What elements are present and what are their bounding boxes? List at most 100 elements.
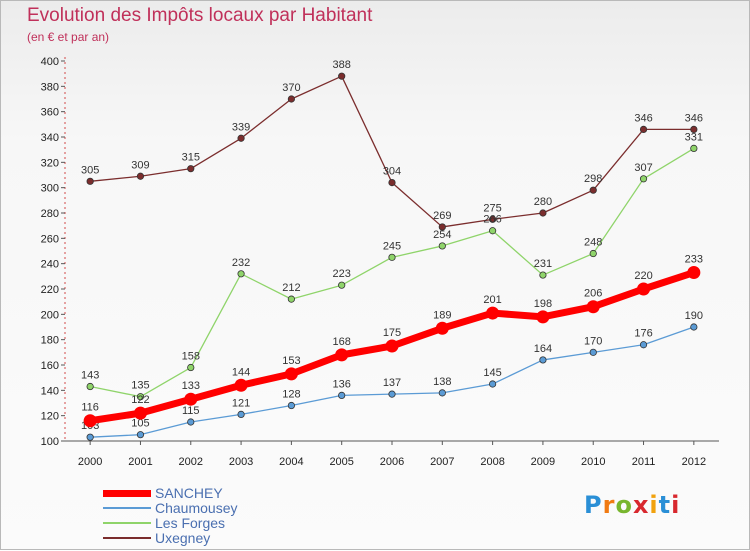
logo-letter: i	[649, 491, 659, 519]
legend-swatch-chaumousey	[103, 507, 151, 509]
data-label-sanchey: 116	[81, 402, 99, 414]
data-label-uxegney: 346	[685, 112, 703, 124]
data-point-sanchey	[536, 310, 550, 324]
data-label-sanchey: 133	[182, 380, 200, 392]
data-point-chaumousey	[187, 418, 195, 426]
x-tick-label: 2003	[229, 456, 253, 468]
data-label-chaumousey: 176	[634, 328, 652, 340]
data-label-uxegney: 309	[131, 159, 149, 171]
data-point-sanchey	[335, 348, 349, 362]
y-tick-label: 160	[41, 360, 59, 372]
data-point-uxegney	[86, 177, 94, 185]
data-label-les-forges: 231	[534, 258, 552, 270]
data-label-chaumousey: 137	[383, 377, 401, 389]
y-tick-label: 400	[41, 56, 59, 68]
logo-letter: o	[615, 491, 633, 519]
y-tick-label: 260	[41, 233, 59, 245]
y-tick-label: 380	[41, 81, 59, 93]
legend-swatch-sanchey	[103, 490, 151, 497]
data-point-uxegney	[489, 215, 497, 223]
data-label-uxegney: 346	[634, 112, 652, 124]
data-point-chaumousey	[388, 390, 396, 398]
x-tick-label: 2008	[480, 456, 504, 468]
data-point-les-forges	[86, 382, 94, 391]
data-point-chaumousey	[639, 341, 648, 349]
data-point-uxegney	[287, 95, 295, 103]
data-point-uxegney	[690, 125, 698, 133]
data-label-uxegney: 298	[584, 173, 602, 185]
data-label-chaumousey: 190	[685, 310, 703, 322]
data-label-sanchey: 233	[685, 254, 703, 266]
data-point-uxegney	[438, 223, 446, 231]
data-point-chaumousey	[539, 356, 547, 364]
data-label-les-forges: 307	[634, 162, 652, 174]
x-tick-label: 2000	[78, 456, 102, 468]
x-tick-label: 2012	[682, 456, 706, 468]
data-label-sanchey: 122	[131, 394, 149, 406]
data-point-chaumousey	[287, 401, 295, 410]
logo-letter: P	[584, 491, 603, 519]
legend-label-uxegney: Uxegney	[155, 530, 211, 546]
data-label-les-forges: 331	[685, 131, 703, 143]
data-label-sanchey: 144	[232, 366, 250, 378]
data-point-chaumousey	[237, 410, 245, 418]
logo-letter: i	[671, 491, 681, 519]
y-tick-label: 100	[41, 436, 59, 448]
data-point-les-forges	[589, 249, 597, 258]
y-tick-label: 240	[41, 259, 59, 271]
x-tick-label: 2002	[179, 456, 203, 468]
data-point-uxegney	[187, 165, 195, 173]
data-point-les-forges	[338, 281, 346, 289]
data-point-sanchey	[184, 392, 198, 406]
data-point-les-forges	[388, 253, 396, 261]
data-point-sanchey	[284, 367, 298, 381]
legend-item-uxegney: Uxegney	[103, 530, 323, 546]
y-tick-label: 200	[41, 309, 59, 321]
data-label-chaumousey: 164	[534, 343, 552, 355]
data-label-chaumousey: 121	[232, 397, 250, 409]
data-label-sanchey: 153	[282, 355, 300, 367]
proxiti-logo: Proxiti	[584, 491, 680, 519]
data-point-sanchey	[687, 266, 701, 280]
data-point-sanchey	[83, 414, 97, 428]
data-label-les-forges: 135	[131, 380, 149, 392]
logo-letter: x	[632, 491, 650, 519]
x-tick-label: 2006	[380, 456, 404, 468]
data-point-les-forges	[539, 271, 547, 279]
data-label-chaumousey: 170	[584, 335, 602, 347]
data-point-sanchey	[385, 339, 399, 353]
chart-title: Evolution des Impôts locaux par Habitant	[27, 5, 373, 26]
data-point-les-forges	[136, 393, 145, 401]
data-label-les-forges: 158	[182, 351, 200, 363]
data-label-uxegney: 280	[534, 196, 552, 208]
data-label-chaumousey: 136	[333, 378, 351, 390]
y-tick-label: 340	[41, 132, 59, 144]
data-label-uxegney: 269	[433, 210, 451, 222]
data-point-uxegney	[136, 172, 145, 180]
legend-item-les-forges: Les Forges	[103, 515, 323, 531]
y-tick-label: 300	[41, 183, 59, 195]
data-label-les-forges: 232	[232, 257, 250, 269]
data-point-les-forges	[639, 175, 648, 183]
data-point-uxegney	[589, 186, 597, 194]
data-point-sanchey	[234, 378, 248, 392]
y-tick-label: 280	[41, 208, 59, 220]
chart-subtitle: (en € et par an)	[27, 30, 110, 44]
logo-letter: r	[602, 491, 616, 519]
data-label-uxegney: 315	[182, 152, 200, 164]
data-point-les-forges	[237, 270, 245, 278]
data-point-chaumousey	[589, 348, 597, 356]
legend-label-sanchey: SANCHEY	[155, 485, 223, 501]
data-label-sanchey: 206	[584, 288, 602, 300]
data-label-uxegney: 275	[483, 202, 501, 214]
legend-label-chaumousey: Chaumousey	[155, 500, 238, 516]
x-tick-label: 2001	[128, 456, 152, 468]
data-point-sanchey	[637, 282, 651, 296]
legend-item-sanchey: SANCHEY	[103, 485, 323, 501]
data-point-les-forges	[287, 295, 295, 303]
data-point-les-forges	[187, 363, 195, 372]
data-point-chaumousey	[338, 391, 346, 399]
data-label-les-forges: 245	[383, 240, 401, 252]
